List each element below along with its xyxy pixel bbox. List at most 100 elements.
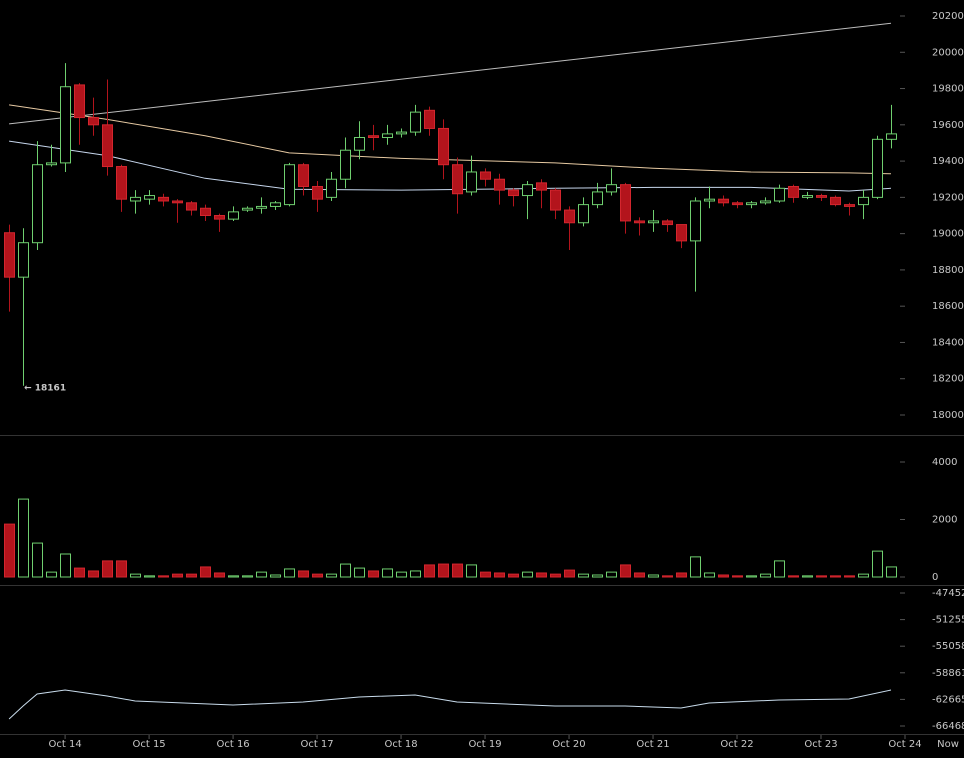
y-tick-label: 18800: [932, 265, 964, 276]
candle-body: [690, 200, 701, 242]
x-tick-label: Oct 20: [552, 739, 585, 750]
volume-bar: [592, 574, 603, 578]
candle-body: [228, 211, 239, 220]
volume-bar: [144, 575, 155, 578]
annotation: ← 18161: [24, 383, 66, 393]
candle-body: [788, 185, 799, 198]
candle-body: [620, 184, 631, 222]
volume-bar: [746, 575, 757, 578]
y-tick-label: 19200: [932, 192, 964, 203]
y-tick-label: -47452: [932, 588, 964, 599]
candle-body: [494, 178, 505, 191]
y-tick-label: -62665: [932, 694, 964, 705]
x-tick-label: Oct 23: [804, 739, 837, 750]
candle-body: [200, 207, 211, 216]
volume-bar: [186, 573, 197, 578]
candle-body: [4, 232, 15, 278]
candle-body: [242, 207, 253, 211]
volume-bar: [886, 566, 897, 578]
candle-body: [676, 224, 687, 242]
y-tick-label: 4000: [932, 457, 957, 468]
volume-bar: [774, 560, 785, 578]
candle-body: [18, 242, 29, 278]
volume-bar: [4, 523, 15, 578]
candle-body: [298, 164, 309, 187]
candle-body: [858, 196, 869, 206]
volume-bar: [760, 573, 771, 578]
x-tick-label: Oct 22: [720, 739, 753, 750]
x-tick-label: Oct 18: [384, 739, 417, 750]
candle-body: [312, 185, 323, 200]
y-tick-label: -66468: [932, 721, 964, 732]
candle-body: [634, 220, 645, 224]
candle-body: [88, 117, 99, 126]
candle-body: [648, 220, 659, 224]
volume-bar: [158, 575, 169, 578]
candle-body: [830, 196, 841, 206]
volume-bar: [704, 572, 715, 578]
volume-bar: [354, 567, 365, 578]
volume-bar: [438, 563, 449, 578]
candle-body: [844, 204, 855, 207]
candle-body: [46, 162, 57, 166]
candle-body: [774, 187, 785, 202]
candle-body: [130, 196, 141, 202]
volume-bar: [32, 542, 43, 578]
volume-bar: [578, 573, 589, 578]
volume-bar: [564, 569, 575, 578]
y-tick-label: 18400: [932, 337, 964, 348]
x-tick-label: Oct 21: [636, 739, 669, 750]
candle-body: [564, 209, 575, 224]
volume-bar: [424, 564, 435, 578]
volume-bar: [480, 571, 491, 578]
candle-body: [214, 215, 225, 220]
candle-body: [802, 195, 813, 198]
x-tick-label: Oct 15: [132, 739, 165, 750]
volume-bar: [396, 571, 407, 578]
y-tick-label: -58861: [932, 668, 964, 679]
volume-bar: [284, 568, 295, 578]
volume-bar: [858, 573, 869, 578]
candle-body: [592, 191, 603, 206]
candle-body: [326, 178, 337, 198]
candle-body: [144, 195, 155, 200]
candle-body: [578, 204, 589, 224]
y-tick-label: 20200: [932, 11, 964, 22]
volume-bar: [662, 575, 673, 578]
y-tick-label: 19000: [932, 229, 964, 240]
x-tick-label: Oct 14: [48, 739, 81, 750]
now-label: Now: [937, 739, 959, 750]
candle-body: [872, 138, 883, 198]
candle-body: [508, 189, 519, 197]
candle-body: [102, 124, 113, 168]
candle-body: [270, 202, 281, 207]
overlay-line: [9, 22, 892, 125]
overlay-line: [9, 104, 892, 175]
y-tick-label: 18000: [932, 410, 964, 421]
candle-body: [424, 109, 435, 129]
volume-bar: [830, 575, 841, 578]
candle-body: [172, 200, 183, 204]
volume-bar: [550, 573, 561, 578]
candle-body: [186, 202, 197, 211]
volume-bar: [298, 570, 309, 578]
volume-bar: [116, 560, 127, 578]
candle-body: [368, 135, 379, 139]
y-tick-label: 19600: [932, 120, 964, 131]
candle-body: [396, 131, 407, 135]
candle-body: [74, 84, 85, 119]
x-tick-label: Oct 16: [216, 739, 249, 750]
volume-bar: [214, 572, 225, 578]
overlay-line: [9, 140, 892, 192]
volume-bar: [802, 575, 813, 578]
volume-bar: [788, 575, 799, 578]
y-tick-label: 0: [932, 572, 938, 583]
indicator-line: [8, 689, 892, 720]
volume-bar: [634, 572, 645, 578]
volume-bar: [18, 498, 29, 578]
candle-body: [116, 166, 127, 200]
volume-bar: [74, 567, 85, 578]
y-tick-label: -51255: [932, 615, 964, 626]
volume-bar: [676, 572, 687, 578]
candle-body: [256, 205, 267, 209]
